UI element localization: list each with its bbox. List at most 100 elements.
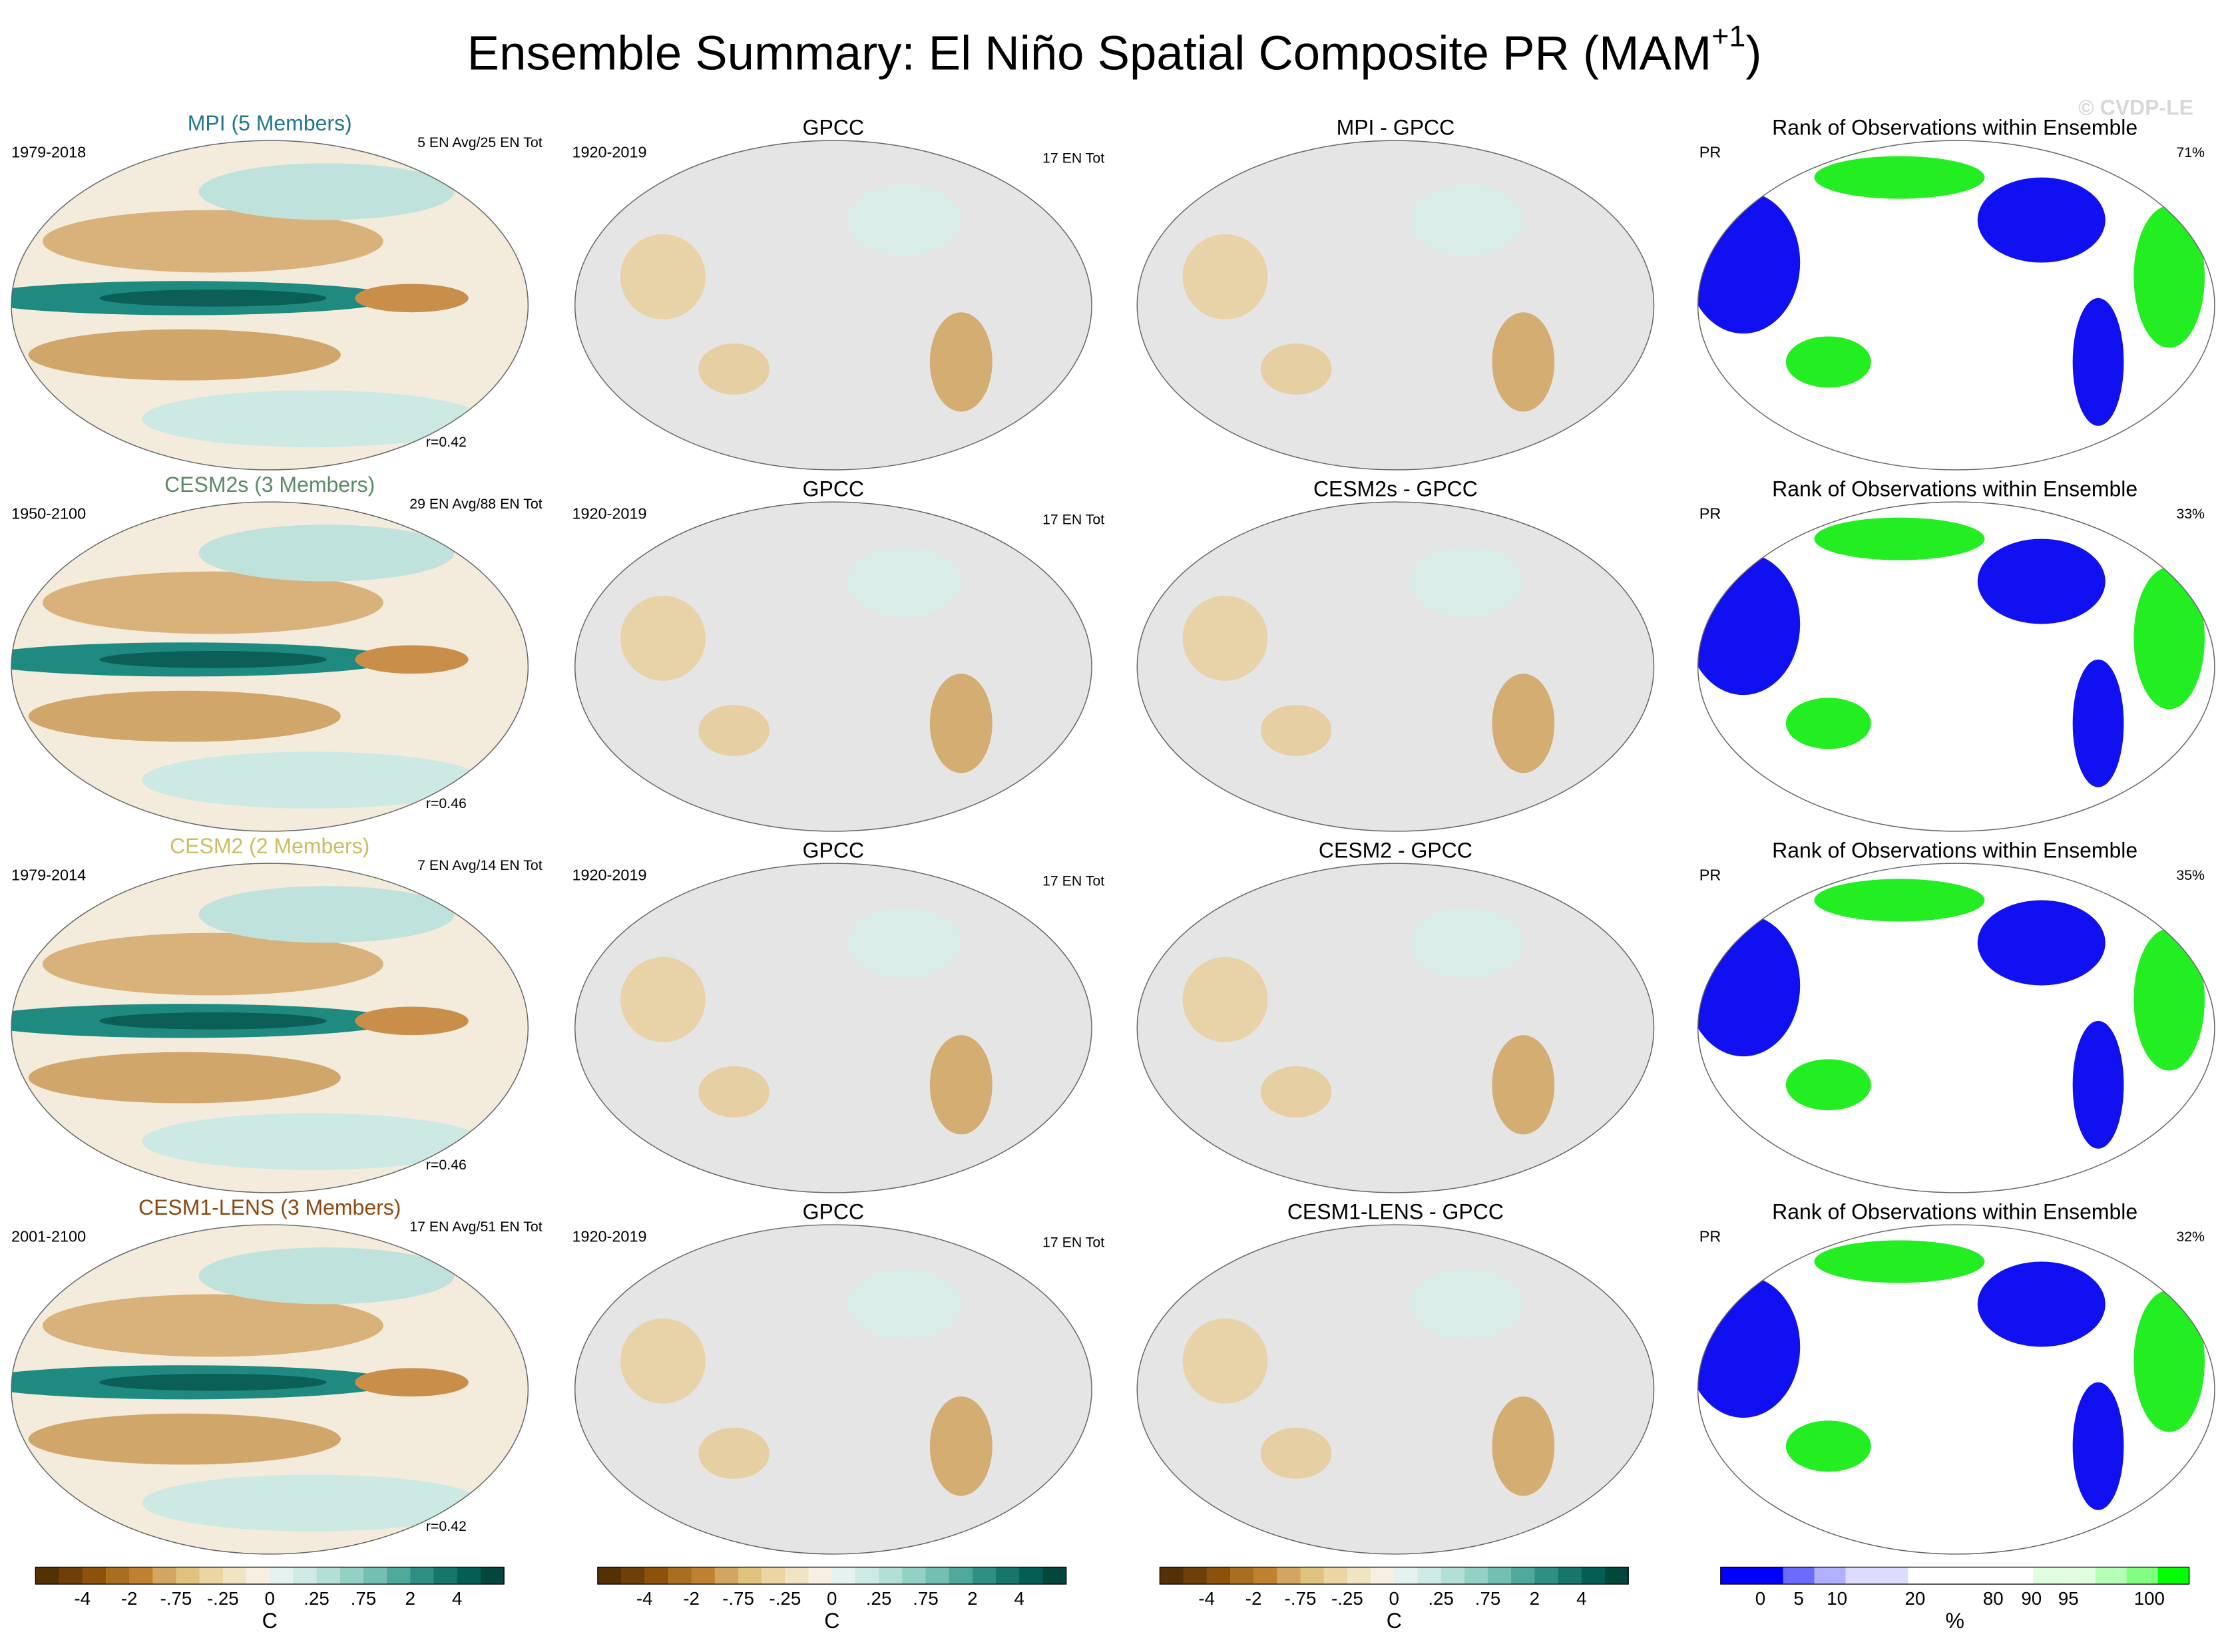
obs-years: 1920-2019	[572, 1227, 646, 1245]
colorbar-box	[1441, 1567, 1465, 1585]
colorbar-box	[808, 1567, 833, 1585]
colorbar-box	[480, 1567, 505, 1585]
field-patch	[698, 705, 770, 756]
field-patch	[1977, 538, 2106, 624]
rank-percent: 32%	[2176, 1229, 2205, 1245]
model-title: CESM2s (3 Members)	[164, 473, 375, 497]
map-field	[620, 184, 993, 412]
colorbar-box	[1751, 1567, 1784, 1585]
map-outline	[574, 501, 1092, 832]
colorbar-box	[949, 1567, 973, 1585]
field-patch	[355, 1368, 469, 1397]
colorbar-box	[1323, 1567, 1348, 1585]
map-outline	[11, 501, 529, 832]
field-patch	[42, 210, 383, 273]
colorbar-box	[1783, 1567, 1815, 1585]
model-correlation: r=0.42	[426, 434, 467, 450]
diff-title: CESM2s - GPCC	[1313, 477, 1478, 501]
colorbar-box	[35, 1567, 60, 1585]
field-patch	[1697, 914, 1801, 1057]
colorbar-label: .25	[866, 1588, 892, 1609]
colorbar-box	[199, 1567, 224, 1585]
map-field	[1182, 546, 1555, 773]
field-patch	[42, 571, 383, 634]
colorbar-frame	[1720, 1566, 2190, 1585]
colorbar-label: 20	[1905, 1588, 1926, 1609]
obs-years: 1920-2019	[572, 144, 646, 161]
colorbar-box	[105, 1567, 130, 1585]
field-patch	[1697, 1275, 1801, 1418]
rank-title: Rank of Observations within Ensemble	[1772, 838, 2137, 862]
field-patch	[1785, 1420, 1871, 1472]
rank-percent: 35%	[2176, 867, 2205, 883]
rank-variable: PR	[1699, 144, 1721, 161]
colorbar-box	[831, 1567, 856, 1585]
field-patch	[1260, 705, 1332, 756]
colorbar-label: 5	[1793, 1588, 1803, 1609]
map-outline	[1136, 1224, 1655, 1555]
colorbar-box	[2095, 1567, 2127, 1585]
field-patch	[929, 1035, 993, 1135]
map-field	[1182, 184, 1555, 412]
obs-title: GPCC	[803, 1199, 864, 1223]
obs-title: GPCC	[803, 477, 864, 501]
field-patch	[1814, 879, 1985, 922]
field-patch	[1182, 234, 1268, 319]
field-patch	[99, 1373, 327, 1391]
field-patch	[1409, 546, 1524, 617]
colorbar-box	[1464, 1567, 1488, 1585]
colorbar-unit: %	[1945, 1609, 1964, 1633]
colorbar-box	[1488, 1567, 1512, 1585]
colorbar-box	[1160, 1567, 1184, 1585]
colorbar-label: .75	[351, 1588, 377, 1609]
colorbar-box	[972, 1567, 997, 1585]
field-patch	[847, 184, 961, 256]
colorbar-box	[621, 1567, 645, 1585]
colorbar-box	[691, 1567, 716, 1585]
colorbar-box	[1970, 1567, 2002, 1585]
map-outline	[1136, 140, 1655, 471]
colorbar-box	[387, 1567, 411, 1585]
colorbar-label: -.25	[1331, 1588, 1363, 1609]
model-title: CESM2 (2 Members)	[170, 834, 369, 858]
colorbar-unit: C	[262, 1609, 278, 1633]
field-patch	[355, 645, 469, 674]
field-patch	[355, 1006, 469, 1036]
map-field	[620, 1269, 993, 1496]
obs-counts: 17 EN Tot	[1042, 1234, 1104, 1250]
colorbar-label: -.75	[722, 1588, 754, 1609]
colorbar-box	[597, 1567, 622, 1585]
map-field	[1697, 879, 2205, 1149]
field-patch	[142, 1474, 483, 1532]
copyright: © CVDP-LE	[2078, 96, 2193, 120]
field-patch	[142, 1113, 483, 1170]
field-patch	[198, 524, 455, 582]
field-patch	[2072, 1020, 2124, 1149]
map-outline	[574, 1224, 1092, 1555]
map-field	[1182, 907, 1555, 1135]
colorbar-label: 2	[967, 1588, 977, 1609]
colorbar-label: 0	[264, 1588, 274, 1609]
obs-counts: 17 EN Tot	[1042, 873, 1104, 889]
model-years: 1950-2100	[11, 505, 86, 522]
colorbar-box	[293, 1567, 318, 1585]
field-patch	[198, 1247, 455, 1305]
title-superscript: +1	[1711, 19, 1745, 53]
model-counts: 29 EN Avg/88 EN Tot	[409, 496, 543, 512]
field-patch	[2133, 567, 2205, 710]
field-patch	[28, 1052, 341, 1104]
colorbar-box	[1347, 1567, 1371, 1585]
colorbar-box	[644, 1567, 669, 1585]
map-outline	[574, 140, 1092, 471]
colorbar-label: 2	[1530, 1588, 1540, 1609]
field-patch	[1260, 1428, 1332, 1479]
colorbar-box	[410, 1567, 435, 1585]
colorbar-box	[2157, 1567, 2190, 1585]
obs-counts: 17 EN Tot	[1042, 150, 1104, 166]
colorbar-box	[1371, 1567, 1395, 1585]
colorbar-box	[316, 1567, 341, 1585]
field-patch	[1814, 156, 1985, 199]
colorbar-box	[152, 1567, 177, 1585]
colorbar-frame	[597, 1566, 1067, 1585]
